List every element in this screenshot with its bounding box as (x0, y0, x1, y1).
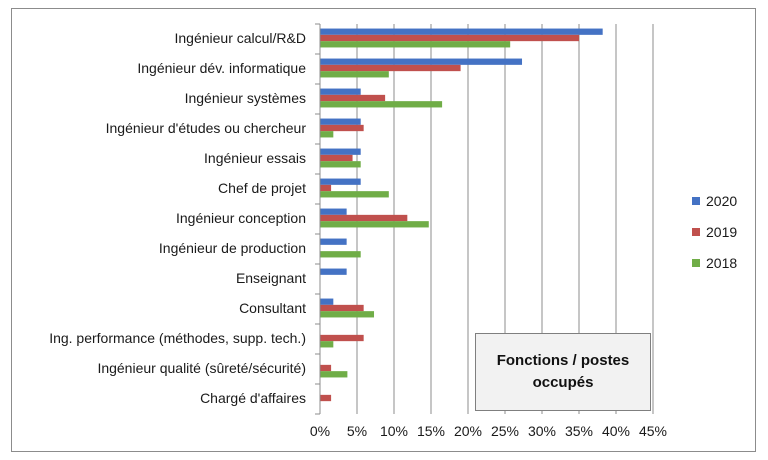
bar (320, 131, 334, 138)
bar (320, 304, 364, 312)
x-tick-label: 15% (417, 423, 445, 439)
bar (320, 28, 603, 35)
axis (315, 23, 321, 415)
x-tick-label: 10% (380, 423, 408, 439)
x-tick-label: 5% (347, 423, 367, 439)
bars (320, 28, 603, 402)
bar (320, 124, 364, 132)
bar (320, 64, 461, 72)
tick-labels: 0% 5% 10% 15% 20% 25% 30% 35% 40% 45% (310, 423, 667, 439)
bar (320, 161, 361, 168)
bar (320, 178, 361, 185)
bar (320, 334, 364, 342)
legend-swatch (692, 197, 700, 205)
bar (320, 88, 361, 95)
bar (320, 94, 386, 102)
x-tick-label: 35% (565, 423, 593, 439)
bar (320, 221, 429, 228)
grid (356, 24, 654, 414)
legend-label: 2020 (706, 193, 737, 209)
category-label: Ingénieur conception (176, 210, 306, 226)
category-label: Ingénieur dév. informatique (137, 60, 306, 76)
bar (320, 298, 334, 305)
category-label: Ingénieur de production (159, 240, 306, 256)
bar (320, 341, 334, 348)
bar (320, 71, 389, 78)
category-label: Consultant (239, 300, 306, 316)
category-label: Ingénieur calcul/R&D (174, 30, 306, 46)
x-tick-label: 25% (491, 423, 519, 439)
bar (320, 208, 347, 215)
x-tick-label: 30% (528, 423, 556, 439)
chart-title: Fonctions / postes occupés (475, 333, 651, 411)
category-label: Ingénieur qualité (sûreté/sécurité) (97, 360, 306, 376)
bar (320, 214, 408, 222)
bar (320, 148, 361, 155)
category-label: Chargé d'affaires (200, 390, 306, 406)
bar (320, 311, 375, 318)
bar (320, 154, 353, 162)
legend: 2020 2019 2018 (692, 193, 737, 271)
legend-label: 2019 (706, 224, 737, 240)
bar (320, 41, 511, 48)
bar (320, 364, 332, 372)
bar (320, 191, 389, 198)
category-label: Ingénieur d'études ou chercheur (106, 120, 307, 136)
chart-frame: Ingénieur calcul/R&D Ingénieur dév. infor… (11, 8, 756, 452)
category-label: Enseignant (236, 270, 306, 286)
bar (320, 118, 361, 125)
category-label: Ingénieur systèmes (185, 90, 306, 106)
bar (320, 101, 443, 108)
legend-swatch (692, 228, 700, 236)
chart-svg: Ingénieur calcul/R&D Ingénieur dév. infor… (49, 23, 737, 439)
legend-label: 2018 (706, 255, 737, 271)
x-tick-label: 0% (310, 423, 330, 439)
category-label: Ing. performance (méthodes, supp. tech.) (49, 330, 306, 346)
x-tick-label: 40% (602, 423, 630, 439)
bar (320, 34, 579, 42)
category-labels: Ingénieur calcul/R&D Ingénieur dév. infor… (49, 30, 306, 406)
bar (320, 371, 348, 378)
bar (320, 268, 347, 275)
x-tick-label: 45% (639, 423, 667, 439)
category-label: Ingénieur essais (204, 150, 306, 166)
bar (320, 58, 523, 65)
bar (320, 238, 347, 245)
legend-swatch (692, 259, 700, 267)
bar (320, 251, 361, 258)
bar (320, 184, 332, 192)
category-label: Chef de projet (218, 180, 306, 196)
x-tick-label: 20% (454, 423, 482, 439)
bar (320, 394, 332, 402)
